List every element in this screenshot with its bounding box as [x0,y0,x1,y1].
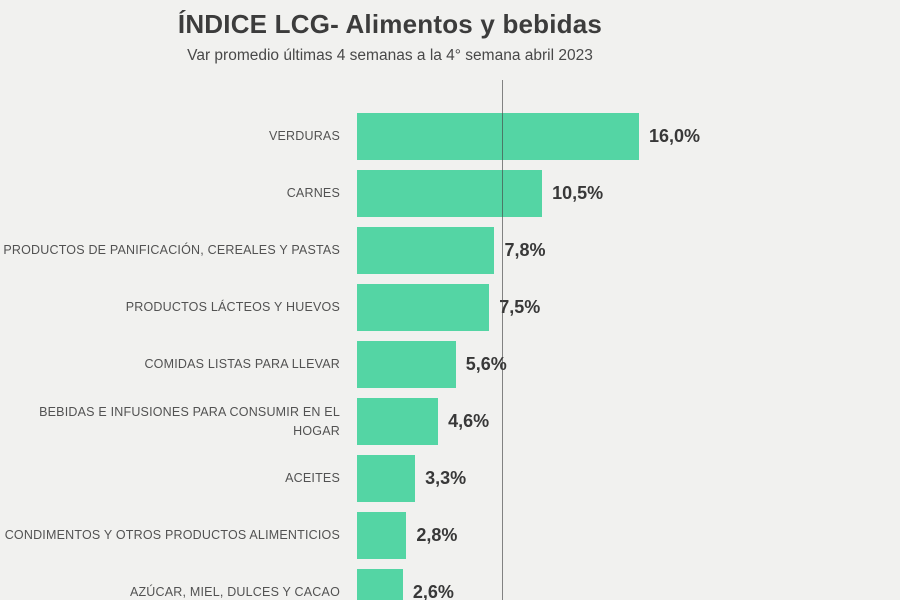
bar-row: PRODUCTOS DE PANIFICACIÓN, CEREALES Y PA… [0,222,900,279]
value-label: 2,8% [416,525,458,545]
bar [357,113,639,160]
category-label: PRODUCTOS DE PANIFICACIÓN, CEREALES Y PA… [3,243,340,258]
reference-line [501,80,504,600]
bar [357,227,495,274]
category-label: PRODUCTOS LÁCTEOS Y HUEVOS [125,300,340,315]
bar-area: 3,3% [357,450,900,507]
bar-area: 7,5% [357,279,900,336]
bar-area: 2,8% [357,507,900,564]
category-label: CARNES [286,186,340,201]
bar [357,569,403,600]
category-label: ACEITES [285,471,340,486]
bar-area: 5,6% [357,336,900,393]
bar [357,284,490,331]
plot-area: VERDURAS 16,0% CARNES 10,5% PRODUCTOS DE PAN… [0,80,900,600]
bar [357,341,456,388]
bar [357,512,407,559]
bar-row: CARNES 10,5% [0,165,900,222]
bar [357,170,543,217]
value-label: 5,6% [465,354,507,374]
value-label: 4,6% [448,411,490,431]
bar-row: BEBIDAS E INFUSIONES PARA CONSUMIR EN EL… [0,393,900,450]
category-label: VERDURAS [268,129,340,144]
bar-area: 16,0% [357,108,900,165]
value-label: 7,5% [499,297,541,317]
bar-row: COMIDAS LISTAS PARA LLEVAR 5,6% [0,336,900,393]
category-label: AZÚCAR, MIEL, DULCES Y CACAO [129,585,340,600]
category-label: BEBIDAS E INFUSIONES PARA CONSUMIR EN EL… [39,405,340,438]
bar-row: PRODUCTOS LÁCTEOS Y HUEVOS 7,5% [0,279,900,336]
chart-title: ÍNDICE LCG- Alimentos y bebidas [177,9,603,39]
bar-rows: VERDURAS 16,0% CARNES 10,5% PRODUCTOS DE PAN… [0,80,900,600]
category-label: CONDIMENTOS Y OTROS PRODUCTOS ALIMENTICI… [4,528,340,543]
bar [357,398,439,445]
chart-subtitle: Var promedio últimas 4 semanas a la 4° s… [187,47,593,64]
chart-header: ÍNDICE LCG- Alimentos y bebidas Var prom… [0,9,780,65]
bar-row: AZÚCAR, MIEL, DULCES Y CACAO 2,6% [0,564,900,600]
bar-area: 4,6% [357,393,900,450]
value-label: 16,0% [649,126,701,146]
bar-area: 2,6% [357,564,900,600]
bar [357,455,416,502]
bar-area: 7,8% [357,222,900,279]
value-label: 10,5% [552,183,604,203]
value-label: 3,3% [425,468,467,488]
value-label: 2,6% [412,582,454,600]
bar-row: CONDIMENTOS Y OTROS PRODUCTOS ALIMENTICI… [0,507,900,564]
bar-row: ACEITES 3,3% [0,450,900,507]
category-label: COMIDAS LISTAS PARA LLEVAR [144,357,340,372]
bar-area: 10,5% [357,165,900,222]
value-label: 7,8% [504,240,546,260]
bar-row: VERDURAS 16,0% [0,108,900,165]
